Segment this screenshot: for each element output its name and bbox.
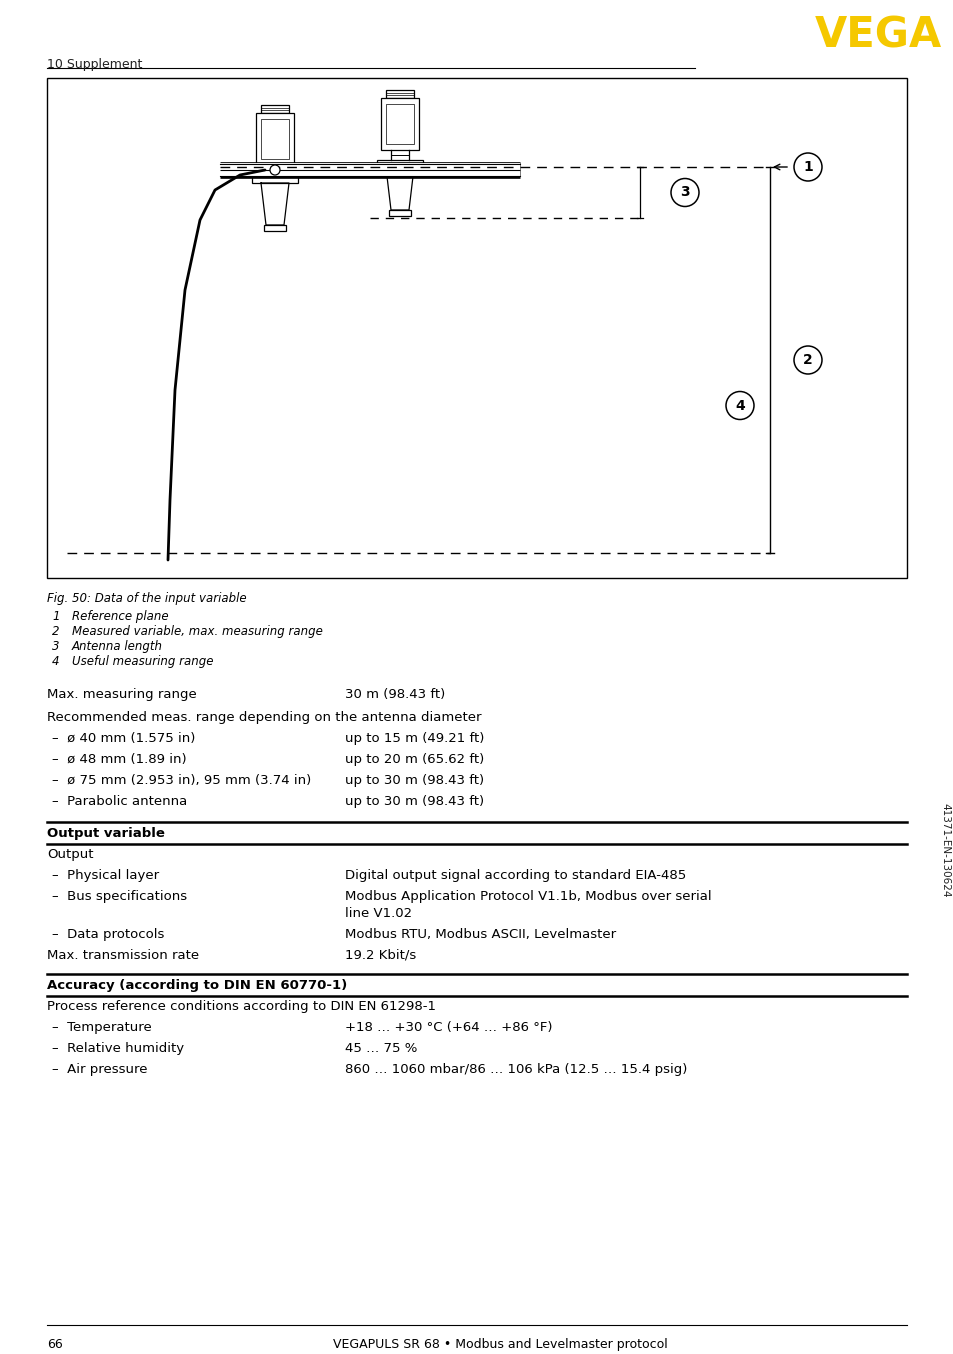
Text: 66: 66 (47, 1338, 63, 1351)
Text: Modbus Application Protocol V1.1b, Modbus over serial: Modbus Application Protocol V1.1b, Modbu… (345, 890, 711, 903)
Text: Useful measuring range: Useful measuring range (71, 655, 213, 668)
Text: 1: 1 (52, 611, 59, 623)
Text: Antenna length: Antenna length (71, 640, 163, 653)
Text: Modbus RTU, Modbus ASCII, Levelmaster: Modbus RTU, Modbus ASCII, Levelmaster (345, 927, 616, 941)
Circle shape (270, 165, 280, 175)
Text: –  Relative humidity: – Relative humidity (52, 1043, 184, 1055)
Text: up to 20 m (65.62 ft): up to 20 m (65.62 ft) (345, 753, 484, 766)
Bar (386, 89, 414, 97)
Text: Process reference conditions according to DIN EN 61298-1: Process reference conditions according t… (47, 1001, 436, 1013)
Bar (386, 104, 414, 144)
Bar (261, 106, 289, 112)
Text: 2: 2 (802, 353, 812, 367)
Bar (255, 112, 294, 165)
Text: –  ø 48 mm (1.89 in): – ø 48 mm (1.89 in) (52, 753, 187, 766)
Text: 2: 2 (52, 626, 59, 638)
Text: Measured variable, max. measuring range: Measured variable, max. measuring range (71, 626, 322, 638)
Bar (264, 225, 286, 232)
Bar (252, 175, 297, 183)
Text: –  Parabolic antenna: – Parabolic antenna (52, 795, 187, 808)
Text: 4: 4 (735, 398, 744, 413)
Text: Reference plane: Reference plane (71, 611, 169, 623)
Bar (380, 97, 418, 150)
Text: –  Bus specifications: – Bus specifications (52, 890, 187, 903)
Bar (47, 79, 906, 578)
Text: 860 … 1060 mbar/86 … 106 kPa (12.5 … 15.4 psig): 860 … 1060 mbar/86 … 106 kPa (12.5 … 15.… (345, 1063, 687, 1076)
Text: up to 30 m (98.43 ft): up to 30 m (98.43 ft) (345, 795, 483, 808)
Text: –  Physical layer: – Physical layer (52, 869, 159, 881)
Text: Recommended meas. range depending on the antenna diameter: Recommended meas. range depending on the… (47, 711, 481, 724)
Bar (389, 210, 411, 217)
Text: VEGA: VEGA (814, 15, 942, 57)
Text: 10 Supplement: 10 Supplement (47, 58, 142, 70)
Circle shape (793, 153, 821, 181)
Circle shape (725, 391, 753, 420)
Text: Accuracy (according to DIN EN 60770-1): Accuracy (according to DIN EN 60770-1) (47, 979, 347, 992)
Text: +18 … +30 °C (+64 … +86 °F): +18 … +30 °C (+64 … +86 °F) (345, 1021, 552, 1034)
Text: 19.2 Kbit/s: 19.2 Kbit/s (345, 949, 416, 961)
Circle shape (793, 347, 821, 374)
Text: Max. transmission rate: Max. transmission rate (47, 949, 199, 961)
Text: Digital output signal according to standard EIA-485: Digital output signal according to stand… (345, 869, 685, 881)
Text: Max. measuring range: Max. measuring range (47, 688, 196, 701)
Bar (261, 119, 289, 158)
Text: –  Data protocols: – Data protocols (52, 927, 164, 941)
Text: 45 … 75 %: 45 … 75 % (345, 1043, 416, 1055)
Text: up to 15 m (49.21 ft): up to 15 m (49.21 ft) (345, 733, 484, 745)
Text: –  Air pressure: – Air pressure (52, 1063, 148, 1076)
Text: –  ø 75 mm (2.953 in), 95 mm (3.74 in): – ø 75 mm (2.953 in), 95 mm (3.74 in) (52, 774, 311, 787)
Text: 30 m (98.43 ft): 30 m (98.43 ft) (345, 688, 445, 701)
Text: 41371-EN-130624: 41371-EN-130624 (939, 803, 949, 898)
Text: Output: Output (47, 848, 93, 861)
Text: up to 30 m (98.43 ft): up to 30 m (98.43 ft) (345, 774, 483, 787)
Text: 3: 3 (52, 640, 59, 653)
Text: 3: 3 (679, 185, 689, 199)
Text: –  ø 40 mm (1.575 in): – ø 40 mm (1.575 in) (52, 733, 195, 745)
Bar (376, 160, 422, 168)
Circle shape (670, 179, 699, 207)
Text: Fig. 50: Data of the input variable: Fig. 50: Data of the input variable (47, 592, 247, 605)
Text: –  Temperature: – Temperature (52, 1021, 152, 1034)
Text: line V1.02: line V1.02 (345, 907, 412, 919)
Text: Output variable: Output variable (47, 827, 165, 839)
Text: 4: 4 (52, 655, 59, 668)
Text: VEGAPULS SR 68 • Modbus and Levelmaster protocol: VEGAPULS SR 68 • Modbus and Levelmaster … (333, 1338, 667, 1351)
Text: 1: 1 (802, 160, 812, 175)
